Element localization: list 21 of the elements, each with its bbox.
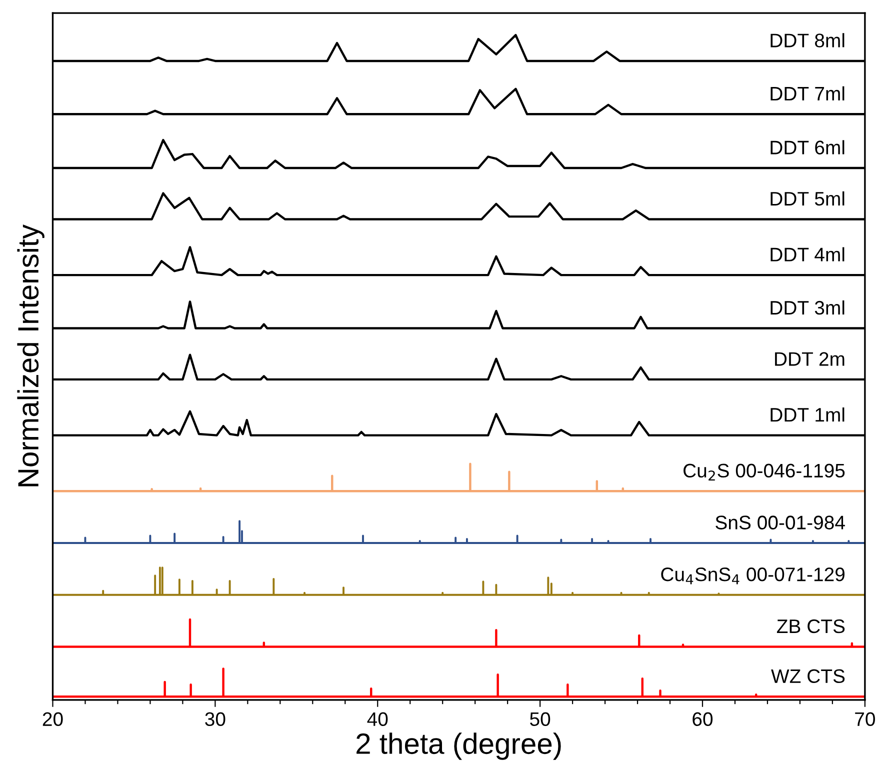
- x-tick-label: 70: [855, 712, 875, 726]
- series-label: Cu$_{2}$S 00-046-1195: [684, 464, 845, 481]
- x-tick-label: 60: [692, 712, 713, 726]
- x-tick-label: 50: [530, 712, 550, 726]
- series-label: DDT 8ml: [770, 33, 844, 48]
- series-label: DDT 7ml: [770, 86, 844, 100]
- x-axis-title: 2 theta (degree): [356, 732, 561, 760]
- series-label: DDT 2m: [775, 352, 844, 366]
- x-tick-label: 40: [367, 712, 388, 726]
- series-label: DDT 6ml: [770, 140, 844, 154]
- series-label: SnS 00-01-984: [716, 516, 845, 530]
- series-label: DDT 3ml: [770, 300, 844, 315]
- series-label: ZB CTS: [776, 619, 845, 634]
- series-label: DDT 5ml: [770, 191, 844, 206]
- y-axis-title: Normalized Intensity: [17, 224, 44, 486]
- series-label: Cu$_{4}$SnS$_{4}$ 00-071-129: [661, 568, 844, 584]
- series-label: DDT 1ml: [770, 407, 844, 422]
- x-tick-label: 20: [42, 712, 63, 726]
- series-label: WZ CTS: [771, 669, 845, 684]
- x-tick-label: 30: [205, 712, 226, 726]
- series-label: DDT 4ml: [770, 247, 844, 262]
